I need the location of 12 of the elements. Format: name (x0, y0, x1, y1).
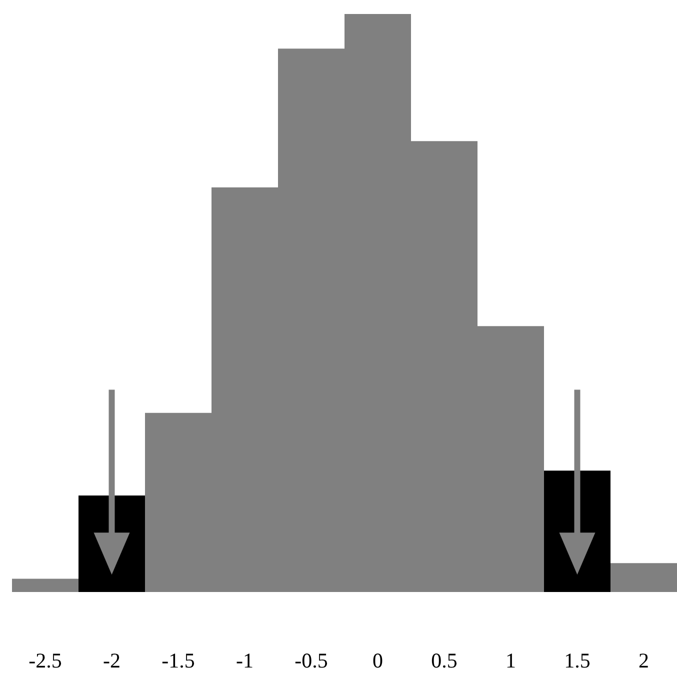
x-tick-label: -2 (103, 648, 120, 672)
x-tick-label: -2.5 (28, 648, 62, 672)
bar (12, 578, 78, 592)
x-tick-label: 1.5 (564, 648, 590, 672)
x-tick-label: -0.5 (294, 648, 328, 672)
x-tick-label: -1 (236, 648, 254, 672)
x-tick-label: 0.5 (431, 648, 458, 672)
x-tick-label: 2 (638, 648, 649, 672)
x-tick-label: -1.5 (162, 648, 195, 672)
x-tick-label: 0 (372, 648, 383, 672)
bar (610, 563, 677, 592)
x-tick-label: 1 (506, 648, 516, 672)
